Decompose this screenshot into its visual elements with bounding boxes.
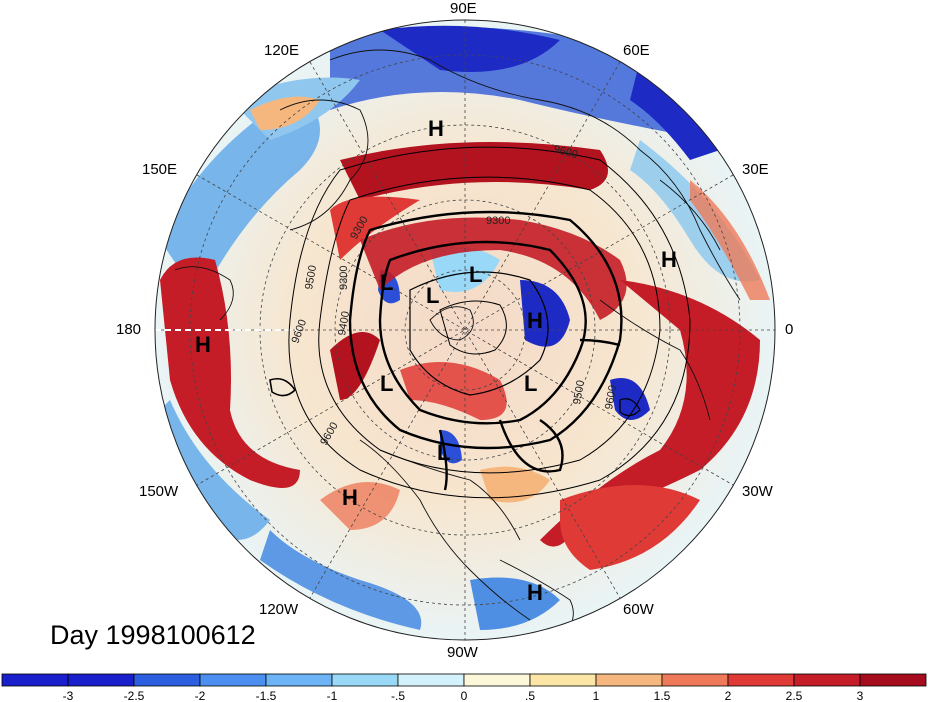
low-marker: L [469, 262, 482, 287]
lon-label-90e: 90E [450, 0, 477, 17]
lon-label-30w: 30W [742, 483, 774, 500]
low-marker: L [380, 270, 393, 295]
polar-stereographic-map: 9300 9300 9500 9400 9600 9600 9500 9600 … [116, 0, 793, 661]
colorbar-tick-label: -2.5 [124, 689, 145, 702]
high-marker: H [342, 485, 358, 510]
longitude-labels: 90E 60E 30E 0 30W 60W 90W 120W 150W 180 … [116, 0, 793, 661]
lon-label-150w: 150W [139, 483, 179, 500]
colorbar-tick-label: 3 [857, 689, 864, 702]
colorbar-box [331, 673, 399, 687]
lon-label-180: 180 [116, 321, 141, 338]
colorbar-box [859, 673, 927, 687]
colorbar-ticks: -3 -2.5 -2 -1.5 -1 -.5 0 .5 1 1.5 2 2.5 3 [63, 689, 864, 702]
lon-label-90w: 90W [447, 644, 479, 661]
contour-label: 9600 [603, 384, 619, 410]
colorbar-box [265, 673, 333, 687]
colorbar-box [529, 673, 597, 687]
colorbar: -3 -2.5 -2 -1.5 -1 -.5 0 .5 1 1.5 2 2.5 3 [1, 673, 927, 702]
low-marker: L [380, 371, 393, 396]
colorbar-tick-label: -1.5 [256, 689, 277, 702]
date-title: Day 1998100612 [50, 620, 256, 650]
colorbar-box [199, 673, 267, 687]
high-marker: H [527, 580, 543, 605]
colorbar-box [727, 673, 795, 687]
contour-label: 9300 [486, 215, 510, 227]
low-marker: L [524, 371, 537, 396]
colorbar-tick-label: -1 [327, 689, 338, 702]
contour-label: 9500 [571, 379, 587, 405]
height-contours [269, 146, 691, 499]
colorbar-tick-label: 1 [593, 689, 600, 702]
map-boundary [154, 19, 776, 641]
colorbar-boxes [1, 673, 927, 687]
lon-label-60w: 60W [623, 601, 655, 618]
lon-label-60e: 60E [623, 42, 650, 59]
colorbar-tick-label: 2 [725, 689, 732, 702]
lon-label-120e: 120E [264, 42, 299, 59]
high-marker: H [527, 308, 543, 333]
lon-label-0: 0 [785, 321, 793, 338]
high-marker: H [661, 247, 677, 272]
low-marker: L [437, 440, 450, 465]
high-marker: H [428, 116, 444, 141]
lon-label-30e: 30E [742, 161, 769, 178]
high-marker: H [195, 332, 211, 357]
colorbar-box [661, 673, 729, 687]
colorbar-box [1, 673, 69, 687]
colorbar-tick-label: .5 [525, 689, 535, 702]
colorbar-tick-label: -2 [195, 689, 206, 702]
colorbar-box [463, 673, 531, 687]
low-marker: L [426, 283, 439, 308]
contour-label: 9400 [336, 310, 352, 336]
colorbar-tick-label: -3 [63, 689, 74, 702]
colorbar-box [793, 673, 861, 687]
colorbar-box [133, 673, 201, 687]
colorbar-box [397, 673, 465, 687]
colorbar-box [595, 673, 663, 687]
colorbar-tick-label: -.5 [391, 689, 405, 702]
pressure-markers: H H H H H H L L L L L L [195, 116, 677, 605]
contour-label: 9300 [338, 266, 350, 290]
colorbar-tick-label: 1.5 [654, 689, 671, 702]
colorbar-tick-label: 2.5 [786, 689, 803, 702]
lon-label-120w: 120W [259, 601, 299, 618]
contour-label: 9500 [303, 264, 319, 290]
colorbar-tick-label: 0 [461, 689, 468, 702]
lon-label-150e: 150E [142, 161, 177, 178]
colorbar-box [67, 673, 135, 687]
